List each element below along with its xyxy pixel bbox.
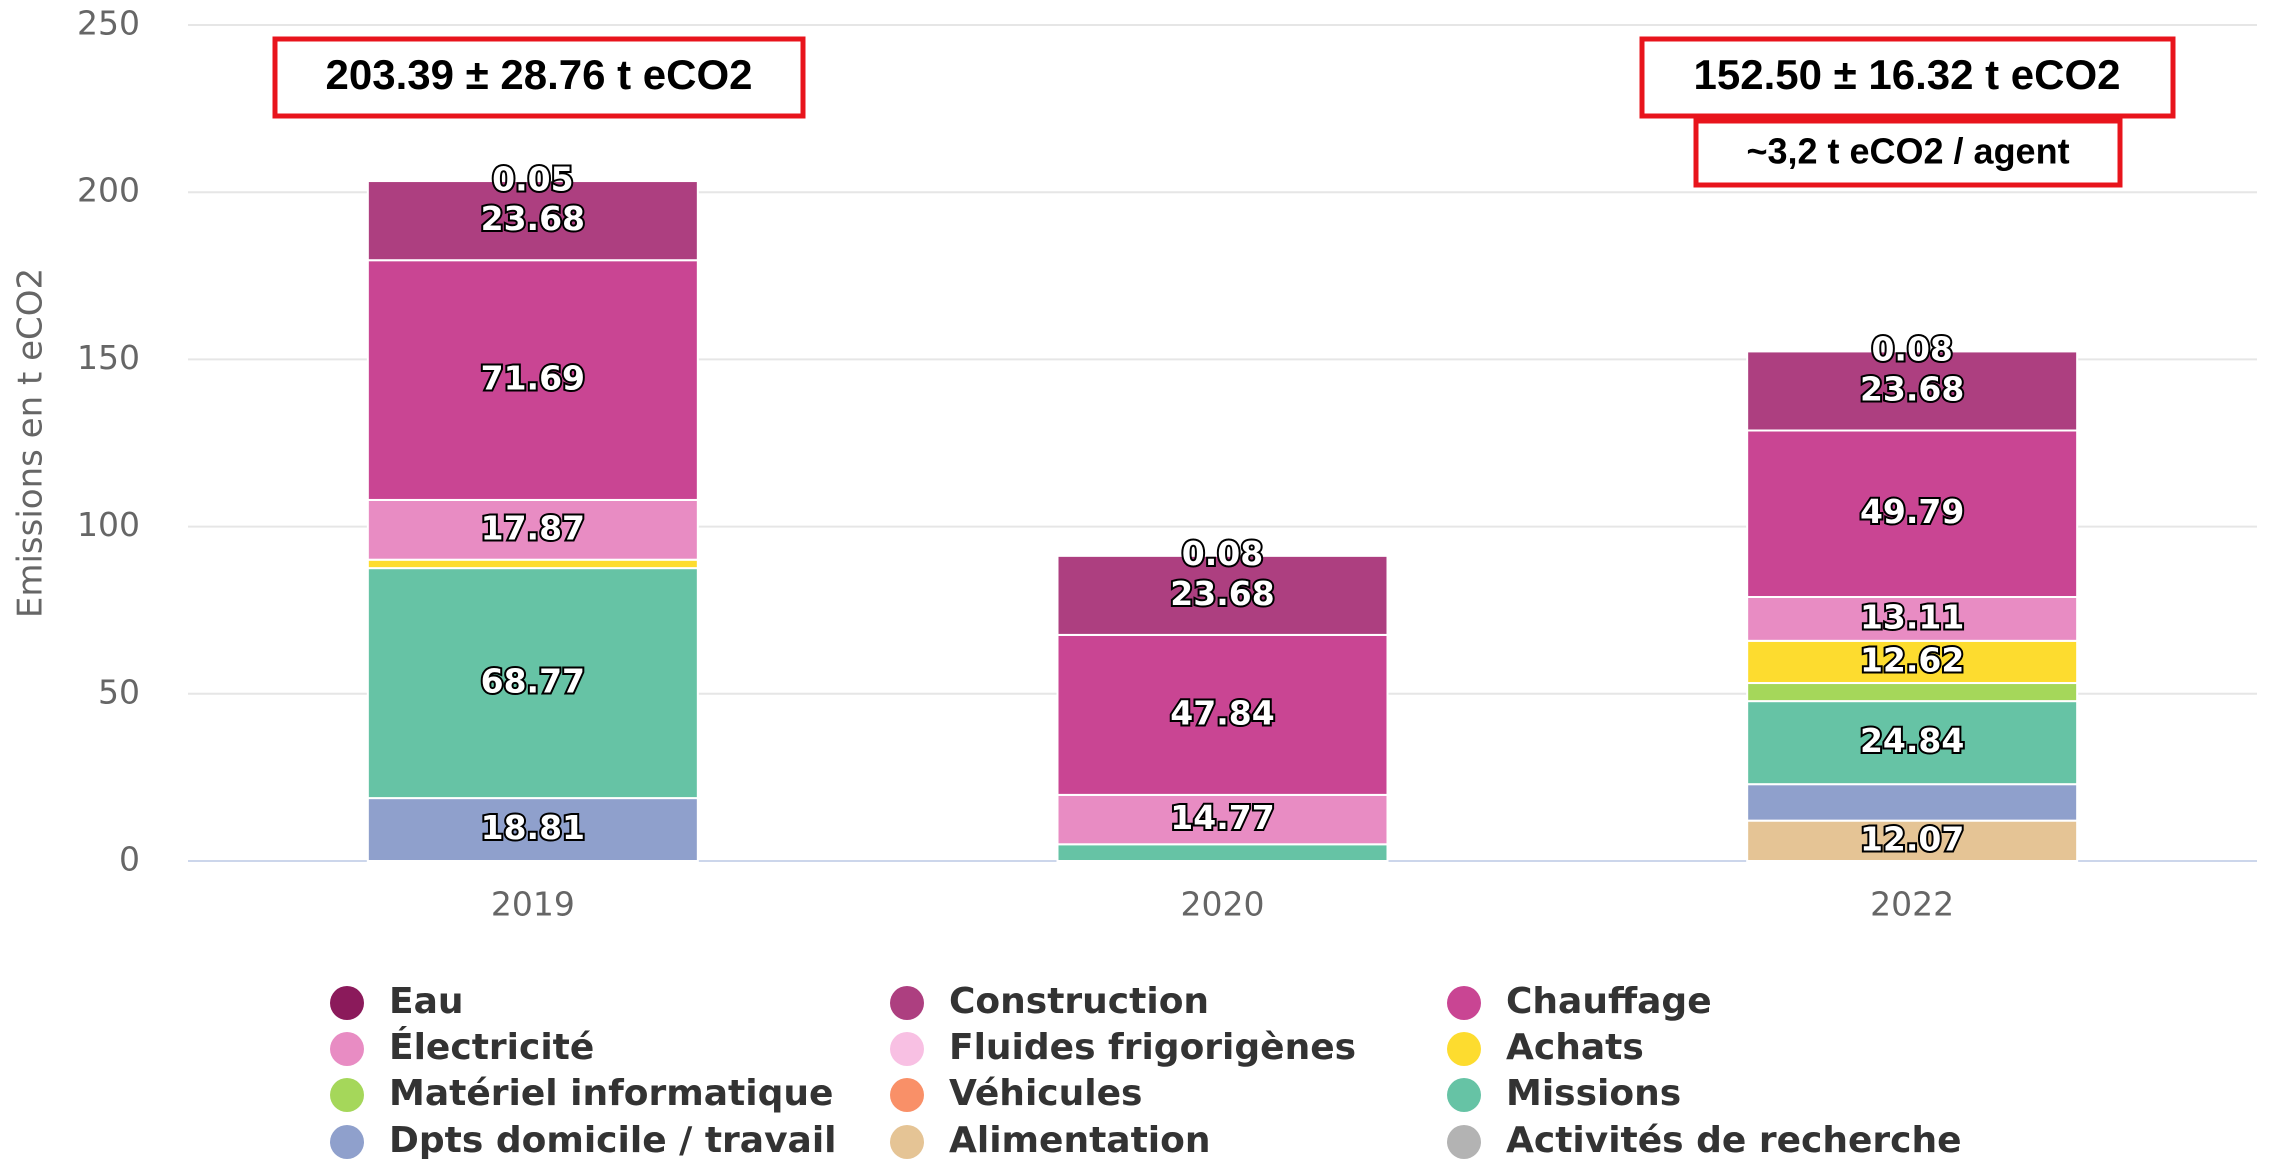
data-label: 23.68 bbox=[1170, 574, 1274, 613]
legend-label: Véhicules bbox=[949, 1073, 1142, 1114]
legend-swatch bbox=[890, 1032, 924, 1066]
data-label: 0.08 bbox=[1182, 534, 1263, 573]
legend-swatch bbox=[330, 1125, 364, 1159]
data-label: 0.05 bbox=[492, 159, 573, 198]
legend-label: Achats bbox=[1506, 1027, 1644, 1068]
bar-segment bbox=[1746, 350, 2079, 432]
bar-segment bbox=[1746, 595, 2079, 642]
bar-segment bbox=[366, 259, 699, 501]
legend-label: Fluides frigorigènes bbox=[949, 1027, 1356, 1068]
x-tick-label: 2022 bbox=[1870, 885, 1954, 924]
legend-swatch bbox=[330, 1032, 364, 1066]
legend-label: Construction bbox=[949, 981, 1209, 1022]
data-label: 17.87 bbox=[481, 508, 585, 547]
bar-segment bbox=[1746, 429, 2079, 598]
data-label: 23.68 bbox=[481, 199, 585, 238]
bar-segment bbox=[1746, 700, 2079, 786]
legend-label: Alimentation bbox=[949, 1120, 1211, 1159]
bar-segment bbox=[1746, 682, 2079, 703]
bar-segment bbox=[1746, 783, 2079, 822]
y-tick-label: 100 bbox=[77, 505, 140, 544]
annotation: 203.39 ± 28.76 t eCO2 bbox=[326, 51, 753, 98]
data-label: 23.68 bbox=[1860, 369, 1964, 408]
bar-segment bbox=[1056, 554, 1389, 636]
bar-segment bbox=[366, 498, 699, 561]
bar-segment bbox=[1746, 819, 2079, 863]
legend-label: Activités de recherche bbox=[1506, 1120, 1962, 1159]
bar-segment bbox=[1056, 793, 1389, 846]
bar-segment bbox=[366, 180, 699, 262]
bar-segment bbox=[366, 567, 699, 800]
legend-swatch bbox=[1447, 1125, 1481, 1159]
data-label: 47.84 bbox=[1170, 693, 1274, 732]
legend-label: Eau bbox=[389, 981, 464, 1022]
legend-label: Missions bbox=[1506, 1073, 1681, 1114]
annotation: 152.50 ± 16.32 t eCO2 bbox=[1694, 51, 2121, 98]
bar-segment bbox=[1746, 639, 2079, 685]
y-tick-label: 200 bbox=[77, 171, 140, 210]
data-label: 13.11 bbox=[1860, 597, 1964, 636]
y-tick-label: 50 bbox=[98, 672, 140, 711]
legend-swatch bbox=[890, 986, 924, 1020]
legend-swatch bbox=[1447, 1078, 1481, 1112]
legend-swatch bbox=[1447, 1032, 1481, 1066]
bar-segment bbox=[366, 558, 699, 570]
data-label: 12.62 bbox=[1860, 640, 1964, 679]
data-label: 24.84 bbox=[1860, 721, 1964, 760]
legend-label: Chauffage bbox=[1506, 981, 1712, 1022]
legend-swatch bbox=[890, 1125, 924, 1159]
bar-segment bbox=[1056, 843, 1389, 863]
legend-swatch bbox=[330, 986, 364, 1020]
annotation-box bbox=[1639, 36, 2176, 119]
y-tick-label: 0 bbox=[119, 840, 140, 879]
x-tick-label: 2020 bbox=[1181, 885, 1265, 924]
data-label: 18.81 bbox=[481, 808, 585, 847]
y-tick-label: 150 bbox=[77, 338, 140, 377]
data-label: 49.79 bbox=[1860, 492, 1964, 531]
data-label: 14.77 bbox=[1170, 798, 1274, 837]
legend-label: Matériel informatique bbox=[389, 1073, 833, 1114]
data-label: 68.77 bbox=[481, 662, 585, 701]
y-axis-label: Emissions en t eCO2 bbox=[11, 268, 51, 618]
annotation-box bbox=[272, 36, 806, 119]
y-tick-label: 250 bbox=[77, 4, 140, 43]
data-label: 12.07 bbox=[1860, 819, 1964, 858]
annotation-box bbox=[1693, 118, 2123, 188]
legend-label: Dpts domicile / travail bbox=[389, 1120, 837, 1159]
data-label: 71.69 bbox=[481, 359, 585, 398]
legend-label: Électricité bbox=[389, 1026, 594, 1068]
legend-swatch bbox=[330, 1078, 364, 1112]
data-label: 0.08 bbox=[1871, 330, 1952, 369]
legend-swatch bbox=[1447, 986, 1481, 1020]
legend-swatch bbox=[890, 1078, 924, 1112]
x-tick-label: 2019 bbox=[491, 885, 575, 924]
annotation: ~3,2 t eCO2 / agent bbox=[1746, 131, 2069, 172]
